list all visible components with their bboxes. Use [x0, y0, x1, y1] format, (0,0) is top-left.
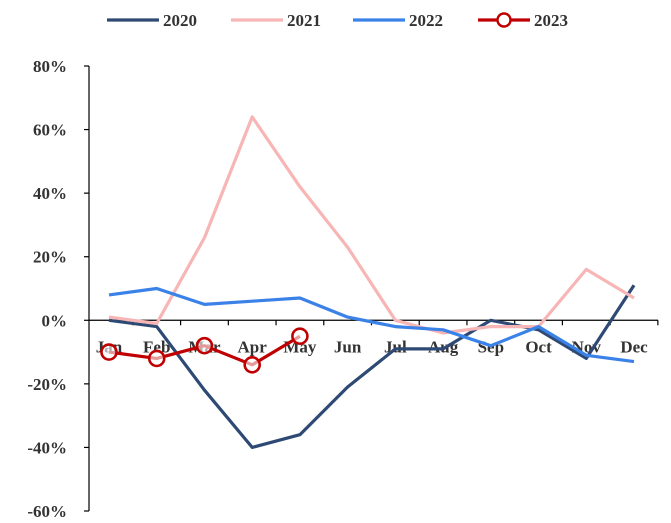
x-tick-label: Apr	[238, 337, 268, 356]
y-tick-label: -20%	[27, 375, 67, 394]
y-tick-label: 40%	[33, 184, 67, 203]
y-tick-label: 20%	[33, 248, 67, 267]
x-tick-label: Oct	[525, 337, 552, 356]
series-line-2021	[108, 115, 635, 335]
series-line-2020	[108, 284, 636, 449]
axes: 80%60%40%20%0%-20%-40%-60%JanFebMarAprMa…	[27, 57, 659, 521]
legend-label-2022: 2022	[409, 11, 443, 30]
x-tick-label: Feb	[143, 337, 170, 356]
series-point-2023	[195, 336, 214, 355]
plot-area	[100, 115, 636, 449]
series-point-2023	[100, 343, 118, 361]
legend: 2020 2021 2022 2023	[107, 11, 568, 30]
legend-marker-2023	[496, 12, 512, 28]
y-tick-label: 0%	[42, 311, 68, 330]
series-line-2022	[108, 286, 635, 364]
series-point-2023	[147, 349, 166, 368]
legend-label-2021: 2021	[287, 11, 321, 30]
y-tick-label: 60%	[33, 121, 67, 140]
y-tick-label: 80%	[33, 57, 67, 76]
legend-label-2020: 2020	[163, 11, 197, 30]
legend-label-2023: 2023	[534, 11, 568, 30]
series-point-2023	[291, 327, 309, 345]
x-tick-label: Dec	[620, 337, 648, 356]
x-tick-label: Aug	[428, 337, 459, 356]
y-tick-label: -60%	[27, 502, 67, 521]
x-tick-label: Jun	[334, 337, 362, 356]
series-point-2023	[243, 355, 261, 374]
y-tick-label: -40%	[27, 438, 67, 457]
